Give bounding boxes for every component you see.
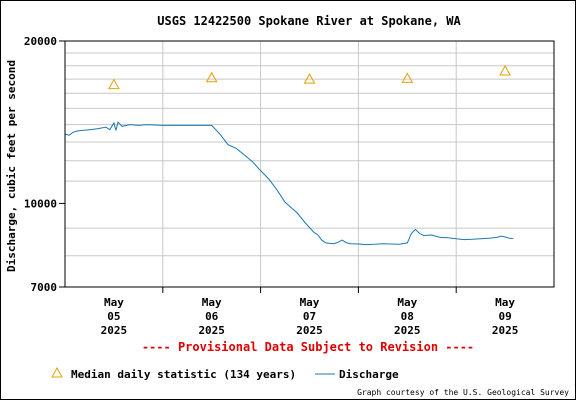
x-tick-label: 2025 (101, 324, 128, 337)
x-tick-label: May (202, 296, 222, 309)
x-tick-label: May (397, 296, 417, 309)
y-tick-label: 20000 (24, 35, 57, 48)
x-tick-label: 08 (401, 310, 414, 323)
x-tick-label: 09 (498, 310, 511, 323)
x-tick-label: 07 (303, 310, 316, 323)
y-tick-label: 10000 (24, 197, 57, 210)
x-tick-label: May (300, 296, 320, 309)
legend-median-label: Median daily statistic (134 years) (71, 368, 296, 381)
x-tick-labels: May052025May062025May072025May082025May0… (101, 287, 519, 337)
legend-discharge-label: Discharge (339, 368, 399, 381)
y-tick-labels: 20000 10000 7000 (24, 35, 65, 294)
x-tick-label: May (495, 296, 515, 309)
median-triangle-icon (303, 73, 316, 84)
y-axis-label: Discharge, cubic feet per second (5, 60, 18, 272)
usgs-credit: Graph courtesy of the U.S. Geological Su… (357, 388, 569, 397)
discharge-line (64, 121, 514, 246)
legend: Median daily statistic (134 years) Disch… (51, 366, 399, 381)
x-tick-label: 2025 (198, 324, 225, 337)
x-tick-label: 2025 (394, 324, 421, 337)
x-tick-label: 2025 (296, 324, 323, 337)
x-tick-label: May (104, 296, 124, 309)
y-tick-label: 7000 (31, 281, 58, 294)
x-tick-label: 06 (205, 310, 219, 323)
median-triangle-icon (499, 64, 511, 76)
provisional-warning: ---- Provisional Data Subject to Revisio… (142, 340, 474, 354)
median-triangle-icon (205, 71, 218, 83)
grid-lines (65, 41, 554, 287)
x-tick-label: 05 (107, 310, 120, 323)
median-triangle-icon (401, 72, 414, 83)
chart-title: USGS 12422500 Spokane River at Spokane, … (157, 14, 461, 28)
plot-border (64, 40, 555, 288)
median-markers (108, 64, 511, 90)
median-triangle-icon (108, 78, 120, 90)
x-tick-label: 2025 (492, 324, 519, 337)
legend-triangle-icon (51, 366, 63, 378)
series-lines (64, 121, 514, 246)
